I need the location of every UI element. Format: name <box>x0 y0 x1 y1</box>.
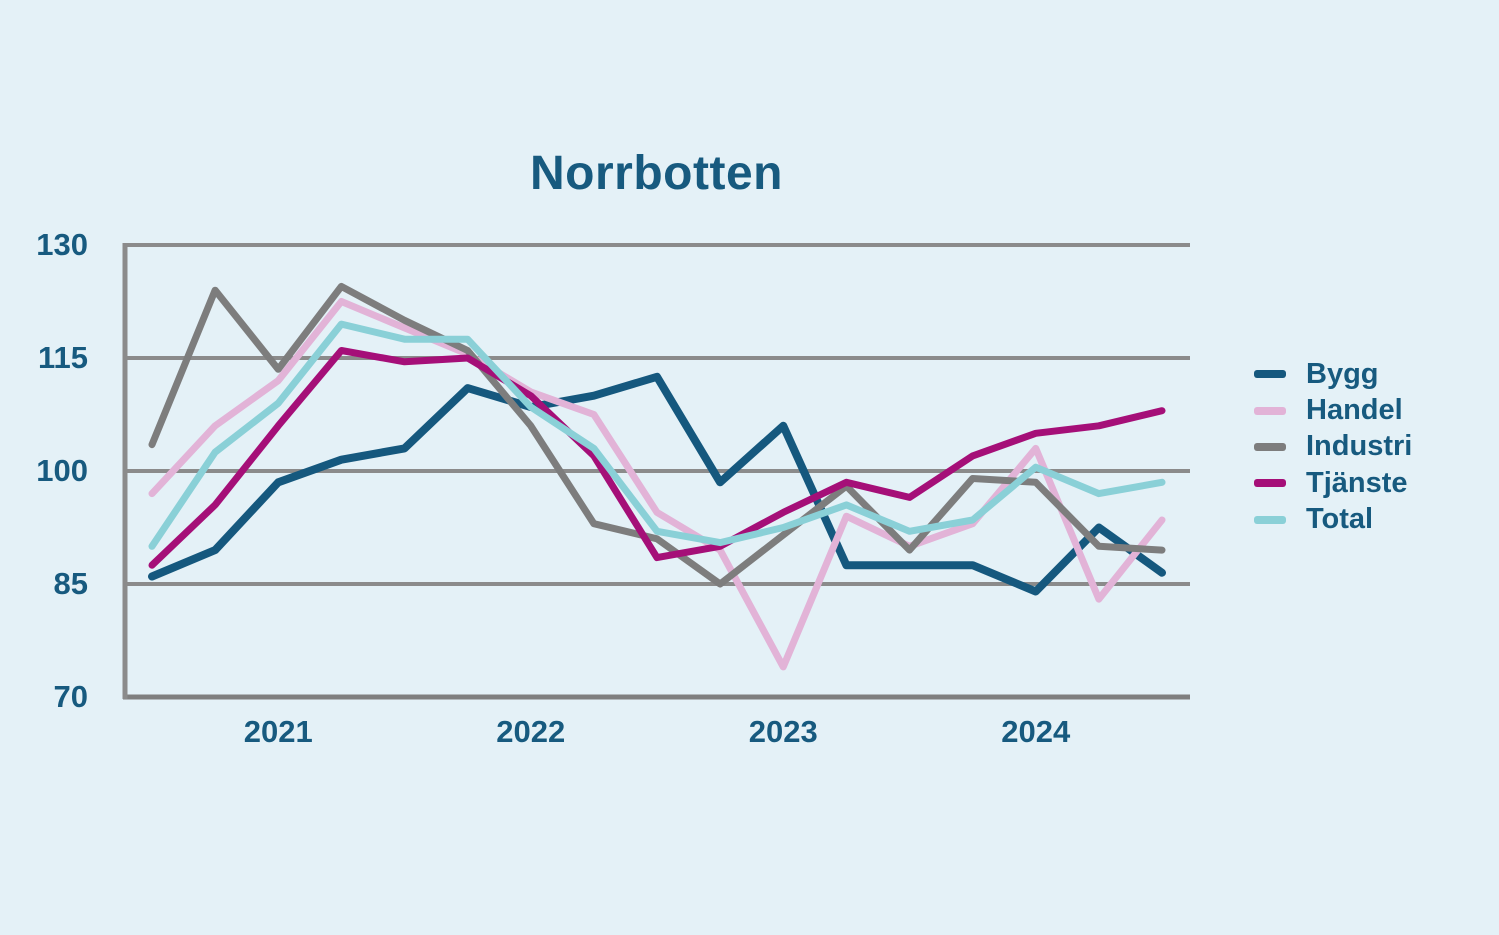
legend-label: Bygg <box>1306 357 1379 390</box>
legend-label: Handel <box>1306 394 1403 427</box>
x-tick-label-2021: 2021 <box>243 714 313 749</box>
legend-swatch-icon <box>1254 442 1286 451</box>
x-tick-label-2024: 2024 <box>1001 714 1071 749</box>
legend-swatch-icon <box>1254 479 1286 488</box>
chart-title: Norrbotten <box>530 147 783 200</box>
legend-item-handel: Handel <box>1254 392 1412 428</box>
x-tick-label-2023: 2023 <box>748 714 818 749</box>
y-tick-label-70: 70 <box>53 678 88 714</box>
y-tick-label-100: 100 <box>36 452 88 488</box>
line-bygg <box>148 372 1166 596</box>
legend-swatch-icon <box>1254 515 1286 524</box>
y-tick-label-85: 85 <box>53 565 88 601</box>
legend-label: Total <box>1306 503 1374 536</box>
legend-item-industri: Industri <box>1254 429 1412 465</box>
line-tjänste <box>148 347 1166 569</box>
legend-item-tjänste: Tjänste <box>1254 465 1412 501</box>
legend-label: Tjänste <box>1306 466 1408 499</box>
x-tick-label-2022: 2022 <box>496 714 566 749</box>
legend-item-total: Total <box>1254 502 1412 538</box>
line-industri <box>148 282 1166 588</box>
legend-swatch-icon <box>1254 370 1286 379</box>
y-tick-label-130: 130 <box>36 227 88 262</box>
y-tick-label-115: 115 <box>37 339 88 375</box>
legend-swatch-icon <box>1254 406 1286 415</box>
legend-label: Industri <box>1306 430 1413 463</box>
legend: Bygg Handel Industri Tjänste Total <box>1254 356 1412 538</box>
legend-item-bygg: Bygg <box>1254 356 1412 392</box>
line-total <box>148 320 1166 550</box>
